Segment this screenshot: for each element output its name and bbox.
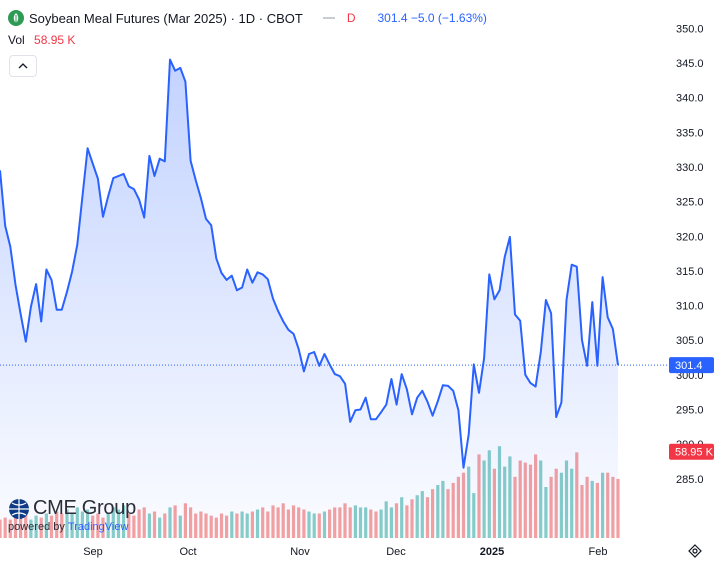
- y-tick-label: 285.0: [676, 474, 704, 486]
- y-tick-label: 310.0: [676, 301, 704, 313]
- x-tick-label: Sep: [83, 546, 103, 558]
- volume-badge: 58.95 K: [669, 443, 714, 460]
- last-price-badge: 301.4: [669, 357, 714, 374]
- svg-text:301.4: 301.4: [675, 360, 703, 372]
- price-line: [0, 58, 619, 469]
- y-tick-label: 350.0: [676, 23, 704, 35]
- x-tick-label: Dec: [386, 546, 406, 558]
- volume-value: 58.95 K: [34, 33, 76, 47]
- x-tick-label: 2025: [480, 546, 504, 558]
- powered-by-label: powered by: [8, 521, 65, 533]
- symbol-title[interactable]: Soybean Meal Futures (Mar 2025) · 1D · C…: [29, 10, 303, 26]
- y-tick-label: 335.0: [676, 127, 704, 139]
- delayed-flag[interactable]: D: [346, 11, 356, 25]
- chart-header: Soybean Meal Futures (Mar 2025) · 1D · C…: [8, 8, 487, 28]
- volume-label: Vol: [8, 33, 25, 47]
- x-tick-label: Nov: [290, 546, 310, 558]
- cme-globe-icon: [9, 498, 29, 519]
- y-tick-label: 345.0: [676, 58, 704, 70]
- y-tick-label: 325.0: [676, 197, 704, 209]
- chevron-up-icon: [18, 63, 28, 69]
- gear-icon: [688, 544, 702, 558]
- collapse-legend-button[interactable]: [9, 55, 37, 77]
- y-tick-label: 330.0: [676, 162, 704, 174]
- svg-text:58.95 K: 58.95 K: [675, 447, 714, 459]
- x-tick-label: Oct: [179, 546, 196, 558]
- x-axis[interactable]: Sep Oct Nov Dec 2025 Feb: [83, 546, 607, 558]
- y-tick-label: 305.0: [676, 335, 704, 347]
- price-badges: 301.4 58.95 K: [669, 357, 714, 460]
- cme-group-logo-text: CME Group: [33, 497, 136, 519]
- y-tick-label: 315.0: [676, 266, 704, 278]
- settings-button[interactable]: [688, 544, 702, 563]
- price-area-fill: [0, 59, 618, 538]
- y-tick-label: 320.0: [676, 231, 704, 243]
- cbot-logo-icon: [8, 10, 24, 26]
- x-tick-label: Feb: [589, 546, 608, 558]
- quote-values: 301.4 −5.0 (−1.63%): [377, 11, 487, 25]
- tradingview-label: TradingView: [67, 521, 129, 533]
- volume-legend: Vol 58.95 K: [8, 33, 75, 47]
- visibility-toggle-icon[interactable]: [322, 17, 335, 19]
- powered-by-text: powered by TradingView: [8, 521, 158, 533]
- y-tick-label: 295.0: [676, 405, 704, 417]
- branding[interactable]: CME Group powered by TradingView: [8, 497, 158, 537]
- y-axis[interactable]: 285.0290.0295.0300.0305.0310.0315.0320.0…: [676, 23, 704, 485]
- y-tick-label: 340.0: [676, 93, 704, 105]
